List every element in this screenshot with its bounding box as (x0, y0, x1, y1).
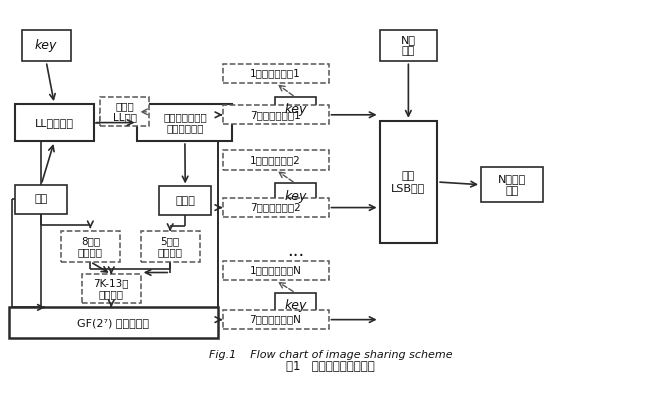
Bar (223, 310, 329, 329)
Text: 1比特认证信息N: 1比特认证信息N (250, 266, 301, 276)
Bar (15, 185, 67, 213)
Text: 7比特分存信息2: 7比特分存信息2 (250, 203, 301, 213)
Bar (275, 293, 316, 318)
Bar (137, 104, 233, 141)
Bar (223, 150, 329, 170)
Text: N张嵌入
掩体: N张嵌入 掩体 (498, 174, 526, 196)
Bar (223, 105, 329, 124)
Bar (275, 184, 316, 209)
Bar (61, 231, 120, 262)
Text: N张
掩体: N张 掩体 (401, 35, 416, 56)
Bar (22, 30, 71, 61)
Text: Fig.1    Flow chart of image sharing scheme: Fig.1 Flow chart of image sharing scheme (209, 350, 452, 360)
Bar (379, 121, 437, 243)
Text: key: key (284, 190, 307, 203)
Text: 7比特分存信息N: 7比特分存信息N (250, 315, 301, 325)
Bar (9, 307, 218, 338)
Text: 5比特
备份像素: 5比特 备份像素 (158, 236, 182, 257)
Text: 1比特认证信息2: 1比特认证信息2 (250, 155, 301, 165)
Bar (481, 167, 543, 202)
Text: 置乱后
LL子带: 置乱后 LL子带 (112, 101, 137, 122)
Bar (15, 104, 94, 141)
Bar (159, 186, 212, 215)
Text: 基于比特位分组
的非等量备份: 基于比特位分组 的非等量备份 (163, 112, 207, 133)
Bar (379, 30, 437, 61)
Text: 7K-13位
认证比特: 7K-13位 认证比特 (93, 278, 129, 300)
Text: 备份图: 备份图 (175, 196, 195, 206)
Bar (223, 63, 329, 83)
Text: GF(2⁷) 有限域分存: GF(2⁷) 有限域分存 (77, 318, 149, 328)
Text: 优化
LSB嵌入: 优化 LSB嵌入 (391, 171, 426, 193)
Bar (100, 97, 149, 126)
Text: LL子带置乱: LL子带置乱 (35, 118, 74, 128)
Bar (82, 275, 141, 303)
Bar (141, 231, 200, 262)
Text: key: key (284, 103, 307, 117)
Text: ...: ... (287, 242, 305, 260)
Text: 8比特
密图像素: 8比特 密图像素 (78, 236, 103, 257)
Text: 图1   图像分存方案流程图: 图1 图像分存方案流程图 (286, 360, 375, 373)
Text: 7比特分存信息1: 7比特分存信息1 (250, 110, 301, 120)
Text: key: key (35, 39, 58, 52)
Bar (223, 198, 329, 217)
Bar (275, 97, 316, 122)
Text: 1比特认证信息1: 1比特认证信息1 (250, 68, 301, 78)
Text: 密图: 密图 (34, 194, 48, 204)
Text: key: key (284, 299, 307, 312)
Bar (223, 261, 329, 280)
